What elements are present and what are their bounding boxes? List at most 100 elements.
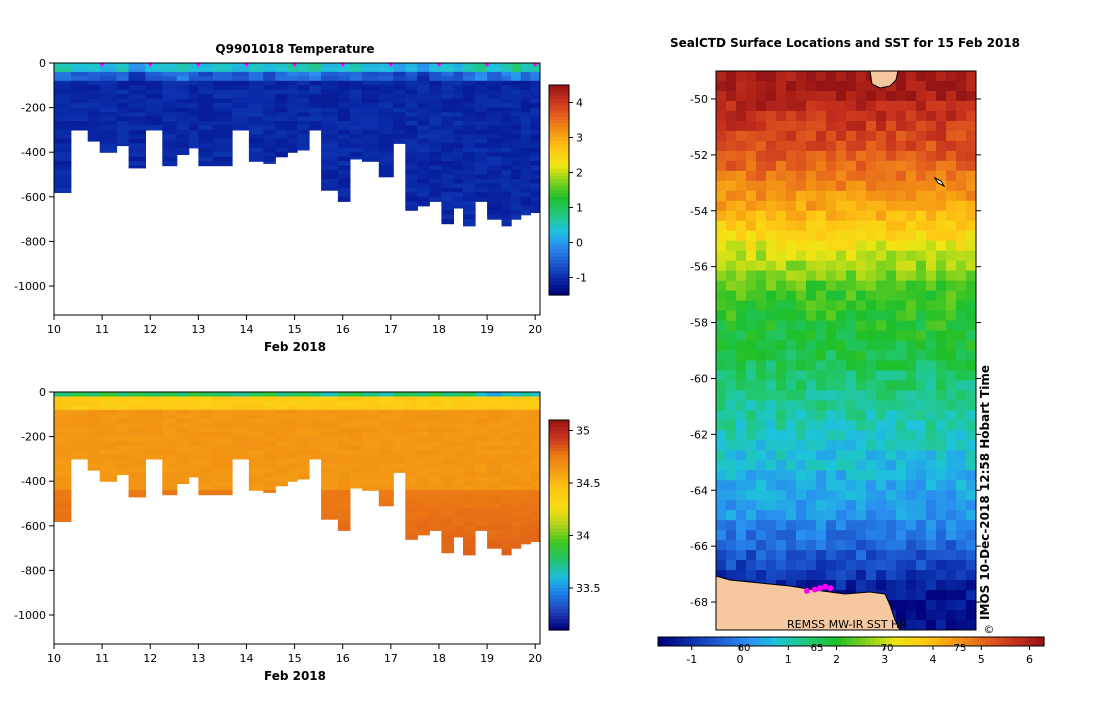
sst-cell: [886, 440, 897, 451]
data-cell: [176, 116, 190, 122]
sst-cell: [836, 120, 847, 132]
data-cell: [378, 467, 394, 473]
data-cell: [232, 432, 250, 438]
data-cell: [309, 103, 322, 109]
data-cell: [232, 396, 250, 402]
data-cell: [417, 485, 430, 491]
data-cell: [128, 392, 146, 398]
data-cell: [87, 94, 101, 100]
sst-cell: [876, 240, 887, 252]
data-cell: [453, 418, 464, 424]
sst-cell: [906, 410, 917, 421]
sst-cell: [806, 380, 817, 391]
sst-cell: [916, 240, 927, 252]
colorbar-cell: [549, 246, 569, 251]
data-cell: [487, 138, 503, 144]
sst-cell: [776, 570, 787, 581]
data-cell: [501, 525, 512, 531]
data-cell: [453, 472, 464, 478]
sst-cell: [816, 430, 827, 441]
sst-cell: [956, 230, 967, 242]
data-cell: [530, 454, 540, 460]
sst-cell: [756, 290, 767, 302]
sst-cell: [886, 140, 897, 152]
data-cell: [393, 441, 406, 447]
x-tick-label: 20: [528, 652, 542, 665]
data-cell: [162, 116, 178, 122]
data-cell: [87, 423, 101, 429]
sst-cell: [766, 240, 777, 252]
data-cell: [99, 107, 118, 113]
colorbar-cell: [549, 274, 569, 279]
data-cell: [429, 143, 442, 149]
data-cell: [511, 494, 522, 500]
data-cell: [487, 427, 503, 433]
data-cell: [453, 205, 464, 209]
sst-cell: [886, 270, 897, 282]
data-cell: [441, 85, 454, 91]
sst-cell: [896, 440, 907, 451]
temperature-x-axis: 10 11 12 13 14 15 16 17 18 19 20: [47, 315, 542, 336]
data-cell: [176, 152, 190, 155]
data-cell: [405, 530, 418, 536]
sst-cell: [796, 290, 807, 302]
sst-cell: [856, 200, 867, 212]
data-cell: [520, 116, 531, 122]
sst-cell: [746, 200, 757, 212]
colorbar-tick-label: 6: [1026, 653, 1033, 666]
data-cell: [248, 89, 264, 95]
sst-cell: [886, 220, 897, 232]
data-cell: [349, 441, 363, 447]
sst-cell: [866, 120, 877, 132]
sst-row: [716, 380, 976, 391]
data-cell: [475, 432, 488, 438]
sst-cell: [816, 180, 827, 192]
data-cell: [453, 432, 464, 438]
data-cell: [263, 423, 276, 429]
sst-cell: [766, 230, 777, 242]
data-cell: [417, 409, 430, 415]
data-cell: [321, 400, 339, 406]
sst-cell: [736, 380, 747, 391]
colorbar-inner-label: 65: [811, 643, 824, 654]
sst-cell: [846, 250, 857, 262]
data-cell: [520, 450, 531, 456]
sst-cell: [836, 300, 847, 312]
data-cell: [429, 432, 442, 438]
sst-cell: [866, 250, 877, 262]
data-cell: [417, 450, 430, 456]
data-cell: [188, 445, 199, 451]
data-cell: [530, 201, 540, 207]
sst-cell: [726, 510, 737, 521]
data-cell: [287, 414, 298, 420]
sst-watermark: REMSS MW-IR SST HR: [787, 618, 907, 631]
sst-cell: [926, 250, 937, 262]
data-cell: [511, 103, 522, 109]
profile-column: [287, 63, 298, 153]
sst-cell: [736, 210, 747, 222]
sst-cell: [936, 280, 947, 292]
sst-row: [716, 340, 976, 352]
sst-cell: [946, 310, 957, 322]
sst-cell: [786, 370, 797, 382]
data-cell: [275, 98, 288, 104]
data-cell: [501, 161, 512, 167]
sst-cell: [766, 270, 777, 282]
data-cell: [362, 94, 380, 100]
data-cell: [321, 499, 339, 505]
sst-cell: [776, 420, 787, 431]
colorbar-cell: [549, 507, 569, 512]
sst-cell: [906, 71, 917, 82]
sst-cell: [736, 490, 747, 501]
sst-cell: [746, 510, 757, 521]
data-cell: [297, 441, 310, 447]
data-cell: [441, 534, 454, 540]
sst-cell: [726, 410, 737, 421]
data-cell: [475, 423, 488, 429]
sst-cell: [916, 170, 927, 182]
data-cell: [475, 85, 488, 91]
data-cell: [275, 436, 288, 442]
data-cell: [453, 76, 464, 82]
sst-cell: [846, 270, 857, 282]
sst-cell: [796, 150, 807, 162]
